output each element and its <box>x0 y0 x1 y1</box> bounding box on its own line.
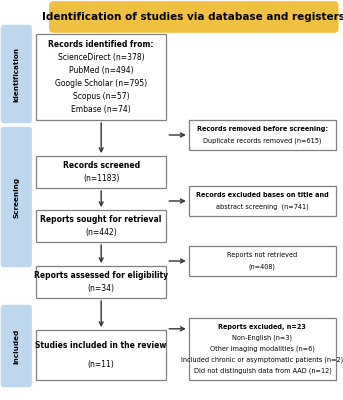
Text: Reports excluded, n=23: Reports excluded, n=23 <box>218 324 306 330</box>
FancyBboxPatch shape <box>1 25 32 123</box>
Text: Records removed before screening:: Records removed before screening: <box>197 126 328 132</box>
Text: Google Scholar (n=795): Google Scholar (n=795) <box>55 79 147 88</box>
Text: Reports sought for retrieval: Reports sought for retrieval <box>40 215 162 224</box>
FancyBboxPatch shape <box>189 318 336 380</box>
Text: Reports not retrieved: Reports not retrieved <box>227 252 297 258</box>
Text: PubMed (n=494): PubMed (n=494) <box>69 66 133 75</box>
FancyBboxPatch shape <box>36 34 166 120</box>
Text: Records identified from:: Records identified from: <box>48 40 154 49</box>
Text: (n=1183): (n=1183) <box>83 174 119 183</box>
Text: (n=34): (n=34) <box>88 284 115 293</box>
FancyBboxPatch shape <box>36 156 166 188</box>
Text: Duplicate records removed (n=615): Duplicate records removed (n=615) <box>203 138 322 144</box>
Text: Other imaging modalities (n=6): Other imaging modalities (n=6) <box>210 346 315 352</box>
FancyBboxPatch shape <box>36 330 166 380</box>
FancyBboxPatch shape <box>189 120 336 150</box>
Text: Records excluded bases on title and: Records excluded bases on title and <box>196 192 329 198</box>
Text: abstract screening  (n=741): abstract screening (n=741) <box>216 204 309 210</box>
Text: Studies included in the review: Studies included in the review <box>35 341 167 350</box>
FancyBboxPatch shape <box>36 210 166 242</box>
FancyBboxPatch shape <box>49 1 339 33</box>
Text: (n=442): (n=442) <box>85 228 117 237</box>
Text: Records screened: Records screened <box>63 161 140 170</box>
FancyBboxPatch shape <box>1 127 32 267</box>
FancyBboxPatch shape <box>189 186 336 216</box>
FancyBboxPatch shape <box>189 246 336 276</box>
Text: Included: Included <box>13 328 19 364</box>
Text: Identification of studies via database and registers: Identification of studies via database a… <box>42 12 343 22</box>
Text: Non-English (n=3): Non-English (n=3) <box>233 335 292 341</box>
FancyBboxPatch shape <box>36 266 166 298</box>
Text: Did not distinguish data from AAD (n=12): Did not distinguish data from AAD (n=12) <box>193 368 331 374</box>
Text: Screening: Screening <box>13 176 19 218</box>
Text: Identification: Identification <box>13 46 19 102</box>
Text: Scopus (n=57): Scopus (n=57) <box>73 92 130 101</box>
Text: Reports assessed for eligibility: Reports assessed for eligibility <box>34 271 168 280</box>
Text: Embase (n=74): Embase (n=74) <box>71 105 131 114</box>
Text: ScienceDirect (n=378): ScienceDirect (n=378) <box>58 53 144 62</box>
Text: (n=408): (n=408) <box>249 264 276 270</box>
Text: Included chronic or asymptomatic patients (n=2): Included chronic or asymptomatic patient… <box>181 357 343 363</box>
Text: (n=11): (n=11) <box>88 360 115 369</box>
FancyBboxPatch shape <box>1 305 32 387</box>
